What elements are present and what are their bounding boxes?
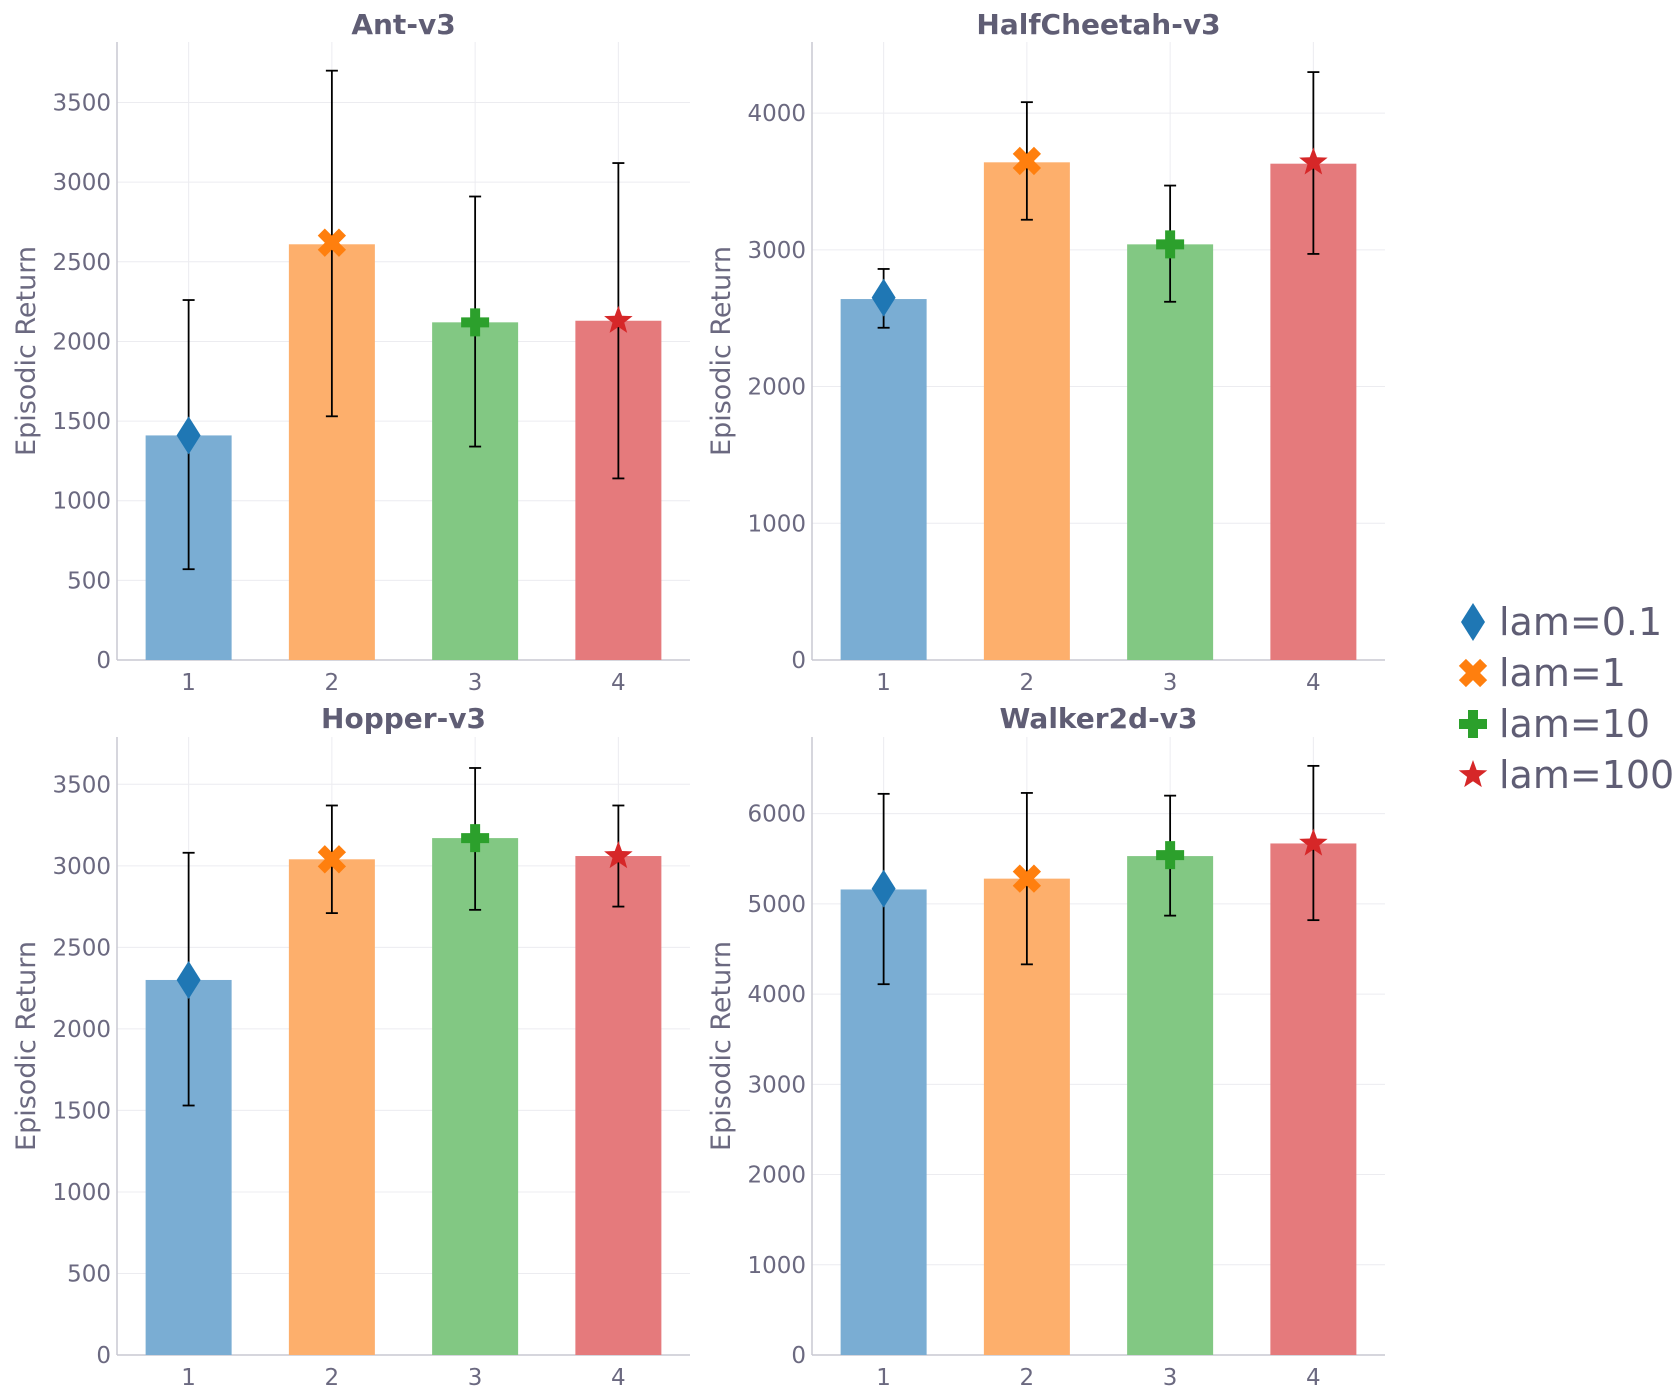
bar [1127,244,1214,660]
marker-star [604,841,633,869]
marker-plus [461,308,490,337]
y-tick-label: 2500 [52,935,111,961]
y-tick-label: 5000 [747,892,806,918]
y-tick-label: 0 [96,648,111,674]
x-tick-label: 1 [181,670,196,696]
legend-label: lam=10 [1499,702,1650,746]
y-tick-label: 3500 [52,91,111,117]
y-tick-label: 4000 [747,101,806,127]
x-tick-label: 1 [181,1365,196,1390]
star-icon [1458,760,1488,788]
y-tick-label: 500 [67,1261,111,1287]
marker-diamond [176,960,201,999]
subplot-title: Ant-v3 [351,8,455,41]
subplot-title: Walker2d-v3 [1000,702,1198,735]
legend-item: lam=0.1 [1461,600,1662,644]
y-tick-label: 2000 [52,1017,111,1043]
marker-x [317,228,347,257]
legend-item: lam=100 [1458,753,1674,797]
y-tick-label: 6000 [747,802,806,828]
y-tick-label: 2000 [52,329,111,355]
marker-star [604,305,633,333]
legend-label: lam=1 [1499,651,1626,695]
marker-star [1299,828,1328,856]
subplot-ant-v3: 0 500 1000 1500 2000 2500 3000 3500 1 2 3 4 Ant-v3 Ep… [11,8,690,696]
y-tick-label: 1000 [52,489,111,515]
marker-x [317,845,347,874]
plus-icon [1459,710,1487,738]
y-tick-label: 2000 [747,375,806,401]
subplot-hopper-v3: 0 500 1000 1500 2000 2500 3000 3500 1 2 3 4 Hopper-v… [11,702,690,1390]
x-tick-label: 4 [1306,670,1321,696]
x-icon [1458,658,1488,688]
y-tick-label: 3000 [747,238,806,264]
legend-label: lam=100 [1499,753,1674,797]
x-tick-label: 3 [1163,670,1178,696]
x-tick-label: 1 [876,1365,891,1390]
marker-plus [1156,841,1185,870]
y-tick-label: 3000 [747,1072,806,1098]
marker-plus [461,824,490,853]
y-tick-label: 0 [791,648,806,674]
marker-star [1299,147,1328,175]
y-axis-label: Episodic Return [11,941,42,1151]
legend-label: lam=0.1 [1499,600,1662,644]
x-tick-label: 4 [611,1365,626,1390]
y-tick-label: 1500 [52,1098,111,1124]
marker-x [1012,864,1042,893]
bar [575,856,662,1355]
bar [1127,856,1214,1355]
y-tick-label: 0 [791,1343,806,1369]
marker-diamond [871,278,896,317]
y-tick-label: 1000 [747,511,806,537]
legend-item: lam=1 [1458,651,1626,695]
y-axis-label: Episodic Return [11,246,42,456]
x-tick-label: 4 [1306,1365,1321,1390]
y-axis-label: Episodic Return [706,941,737,1151]
x-tick-label: 3 [468,1365,483,1390]
y-tick-label: 500 [67,568,111,594]
y-tick-label: 3000 [52,854,111,880]
subplot-title: HalfCheetah-v3 [976,8,1220,41]
x-tick-label: 1 [876,670,891,696]
y-tick-label: 2000 [747,1163,806,1189]
bar [432,838,519,1355]
y-tick-label: 3500 [52,772,111,798]
marker-diamond [871,869,896,908]
x-tick-label: 2 [325,670,340,696]
legend-item: lam=10 [1459,702,1650,746]
x-tick-label: 3 [1163,1365,1178,1390]
marker-plus [1156,230,1185,259]
y-tick-label: 1000 [52,1180,111,1206]
marker-x [1012,146,1042,176]
subplot-halfcheetah-v3: 0 1000 2000 3000 4000 1 2 3 4 HalfCheetah-v3 Episo… [706,8,1385,696]
x-tick-label: 2 [1020,1365,1035,1390]
y-tick-label: 3000 [52,170,111,196]
y-axis-label: Episodic Return [706,246,737,456]
y-tick-label: 1500 [52,409,111,435]
x-tick-label: 3 [468,670,483,696]
diamond-icon [1461,603,1485,641]
bar [288,859,375,1355]
bar [983,162,1070,660]
y-tick-label: 2500 [52,250,111,276]
y-tick-label: 4000 [747,982,806,1008]
x-tick-label: 4 [611,670,626,696]
bar [1270,843,1357,1355]
x-tick-label: 2 [1020,670,1035,696]
legend: lam=0.1 lam=1 lam=10 lam=100 [1458,600,1674,797]
y-tick-label: 0 [96,1343,111,1369]
bar [840,299,927,660]
marker-diamond [176,416,201,455]
y-tick-label: 1000 [747,1253,806,1279]
subplot-walker2d-v3: 0 1000 2000 3000 4000 5000 6000 1 2 3 4 Walker2d-v3… [706,702,1385,1390]
x-tick-label: 2 [325,1365,340,1390]
subplot-title: Hopper-v3 [321,702,486,735]
